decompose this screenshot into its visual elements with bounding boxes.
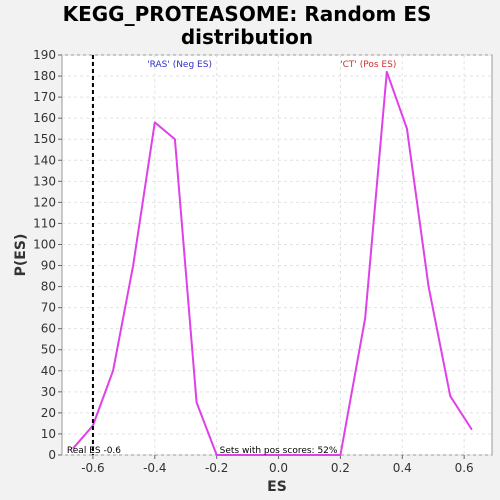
axes: 0 10 20 30 40 50 60 70 80 90 100 110 120 130 140 150 160… <box>33 48 474 475</box>
y-tick-label: 110 <box>33 216 56 230</box>
x-tick-label: 0.0 <box>269 461 288 475</box>
y-tick-label: 140 <box>33 153 56 167</box>
y-tick-label: 120 <box>33 195 56 209</box>
y-tick-label: 160 <box>33 111 56 125</box>
chart-title-line-1: KEGG_PROTEASOME: Random ES <box>63 2 432 26</box>
x-tick-label: -0.6 <box>81 461 104 475</box>
y-tick-label: 80 <box>41 280 56 294</box>
sets-with-pos-scores: Sets with pos scores: 52% <box>220 446 338 456</box>
y-axis-label: P(ES) <box>13 234 29 277</box>
y-tick-label: 170 <box>33 90 56 104</box>
x-tick-label: -0.2 <box>205 461 228 475</box>
y-tick-label: 50 <box>41 343 56 357</box>
y-tick-label: 100 <box>33 237 56 251</box>
y-tick-label: 90 <box>41 259 56 273</box>
y-tick-label: 30 <box>41 385 56 399</box>
pos-es-annotation: 'CT' (Pos ES) <box>340 60 396 70</box>
y-tick-label: 180 <box>33 69 56 83</box>
x-tick-label: 0.2 <box>331 461 350 475</box>
series-layer <box>72 70 473 456</box>
y-tick-label: 20 <box>41 406 56 420</box>
x-tick-label: 0.4 <box>393 461 412 475</box>
neg-es-annotation: 'RAS' (Neg ES) <box>147 60 212 70</box>
chart-title-line-2: distribution <box>181 25 313 49</box>
y-tick-label: 0 <box>48 448 56 462</box>
y-tick-label: 190 <box>33 48 56 62</box>
x-tick-label: -0.4 <box>143 461 166 475</box>
real-es-label: Real ES -0.6 <box>67 446 121 456</box>
series-line <box>72 70 473 456</box>
y-tick-label: 150 <box>33 132 56 146</box>
y-tick-label: 130 <box>33 174 56 188</box>
plot-area <box>61 54 493 456</box>
y-tick-label: 60 <box>41 322 56 336</box>
y-tick-label: 40 <box>41 364 56 378</box>
x-axis-label: ES <box>267 479 287 495</box>
y-tick-label: 10 <box>41 427 56 441</box>
y-tick-label: 70 <box>41 301 56 315</box>
x-tick-label: 0.6 <box>455 461 474 475</box>
